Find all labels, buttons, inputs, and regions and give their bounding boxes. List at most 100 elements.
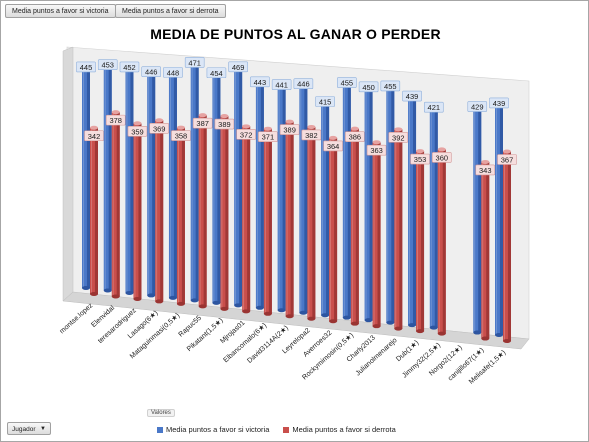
data-label-victoria-18: 429 (467, 101, 488, 112)
svg-text:439: 439 (493, 99, 506, 108)
bar-derrota-18 (481, 159, 490, 341)
bar-victoria-3 (147, 68, 156, 298)
chart-legend: Media puntos a favor si victoria Media p… (157, 425, 396, 434)
svg-text:378: 378 (109, 116, 122, 125)
data-label-victoria-15: 439 (402, 90, 422, 102)
svg-text:382: 382 (305, 131, 318, 140)
legend-swatch-victoria (157, 426, 163, 433)
bar-derrota-19 (503, 149, 511, 343)
data-label-derrota-10: 382 (301, 129, 322, 141)
data-label-derrota-2: 359 (127, 125, 148, 137)
data-label-derrota-18: 343 (475, 164, 496, 176)
values-field-label[interactable]: Valores (147, 409, 175, 417)
bar-derrota-13 (372, 140, 381, 329)
svg-text:386: 386 (349, 133, 362, 142)
legend-swatch-derrota (283, 426, 290, 433)
svg-text:364: 364 (327, 142, 340, 151)
data-label-derrota-3: 369 (149, 122, 170, 134)
data-label-victoria-7: 469 (228, 61, 248, 73)
data-label-derrota-13: 363 (366, 144, 387, 156)
svg-text:387: 387 (196, 119, 209, 128)
bar-victoria-6 (212, 69, 221, 305)
bar-derrota-7 (242, 124, 251, 314)
svg-text:358: 358 (175, 132, 188, 141)
bar-derrota-2 (133, 121, 142, 301)
field-button-derrota[interactable]: Media puntos a favor si derrota (115, 4, 226, 18)
svg-text:372: 372 (240, 130, 253, 139)
bar-derrota-12 (350, 126, 359, 326)
svg-text:359: 359 (131, 127, 144, 136)
data-label-victoria-8: 443 (250, 76, 270, 88)
data-label-derrota-14: 392 (388, 132, 409, 143)
bar-victoria-16 (429, 104, 438, 330)
svg-text:452: 452 (123, 63, 136, 72)
data-label-victoria-11: 415 (315, 96, 335, 107)
svg-text:443: 443 (254, 78, 267, 87)
floor (62, 291, 530, 350)
category-label-0: montse.lopez (59, 302, 95, 335)
bar-victoria-19 (495, 99, 503, 337)
bar-derrota-9 (285, 119, 294, 319)
category-label-14: Julianolmenarejo (355, 337, 399, 378)
data-label-victoria-19: 439 (489, 97, 509, 109)
svg-text:367: 367 (501, 156, 514, 165)
data-label-derrota-5: 387 (192, 117, 213, 129)
bar-derrota-8 (263, 126, 272, 316)
bar-victoria-8 (255, 78, 264, 310)
svg-text:342: 342 (88, 132, 101, 141)
svg-text:389: 389 (283, 126, 296, 135)
dropdown-arrow-icon: ▼ (40, 426, 46, 432)
data-label-derrota-19: 367 (497, 154, 517, 165)
svg-text:441: 441 (275, 81, 288, 90)
data-label-victoria-9: 441 (271, 79, 292, 90)
legend-item-derrota: Media puntos a favor si derrota (283, 425, 396, 434)
bar-victoria-14 (386, 82, 395, 325)
svg-text:353: 353 (414, 155, 427, 164)
bar-derrota-1 (111, 110, 120, 299)
svg-text:415: 415 (319, 97, 332, 106)
category-label-9: David3114A(2★) (246, 324, 290, 365)
bar-victoria-0 (82, 63, 90, 290)
bar-victoria-2 (125, 63, 134, 295)
legend-label-derrota: Media puntos a favor si derrota (292, 425, 396, 434)
svg-text:429: 429 (471, 103, 484, 112)
bar-derrota-10 (307, 124, 316, 321)
data-label-derrota-7: 372 (236, 129, 256, 140)
legend-label-victoria: Media puntos a favor si victoria (166, 425, 270, 434)
data-label-derrota-11: 364 (323, 140, 343, 152)
data-label-derrota-4: 358 (171, 130, 191, 141)
data-label-victoria-16: 421 (423, 101, 444, 113)
side-wall (62, 46, 74, 302)
svg-text:371: 371 (262, 133, 275, 142)
bar-victoria-11 (321, 98, 330, 318)
data-label-victoria-6: 454 (206, 67, 227, 79)
data-label-victoria-13: 450 (358, 81, 379, 93)
data-label-derrota-8: 371 (258, 131, 278, 143)
svg-text:445: 445 (80, 63, 93, 72)
svg-text:392: 392 (392, 133, 405, 142)
bar-victoria-5 (190, 59, 199, 303)
chart-title: MEDIA DE PUNTOS AL GANAR O PERDER (150, 26, 441, 42)
svg-text:453: 453 (101, 61, 114, 70)
bar-victoria-12 (342, 79, 351, 320)
data-label-victoria-2: 452 (119, 61, 140, 73)
bar-derrota-11 (329, 135, 338, 324)
svg-text:469: 469 (232, 63, 245, 72)
bar-victoria-1 (103, 61, 112, 293)
bar-victoria-13 (364, 83, 373, 323)
svg-text:369: 369 (153, 124, 166, 133)
bar-victoria-18 (473, 103, 482, 335)
data-label-victoria-10: 446 (293, 78, 314, 90)
svg-text:363: 363 (370, 146, 383, 155)
bar-derrota-0 (90, 125, 98, 296)
data-label-victoria-4: 448 (163, 67, 183, 78)
data-label-derrota-6: 389 (214, 118, 235, 130)
bar-derrota-16 (437, 147, 446, 336)
svg-text:446: 446 (297, 80, 310, 89)
data-label-derrota-0: 342 (84, 130, 104, 142)
bar-victoria-7 (234, 63, 243, 308)
bar-victoria-15 (408, 93, 417, 328)
filter-button-jugador[interactable]: Jugador ▼ (7, 422, 51, 435)
bar-derrota-5 (198, 113, 207, 309)
